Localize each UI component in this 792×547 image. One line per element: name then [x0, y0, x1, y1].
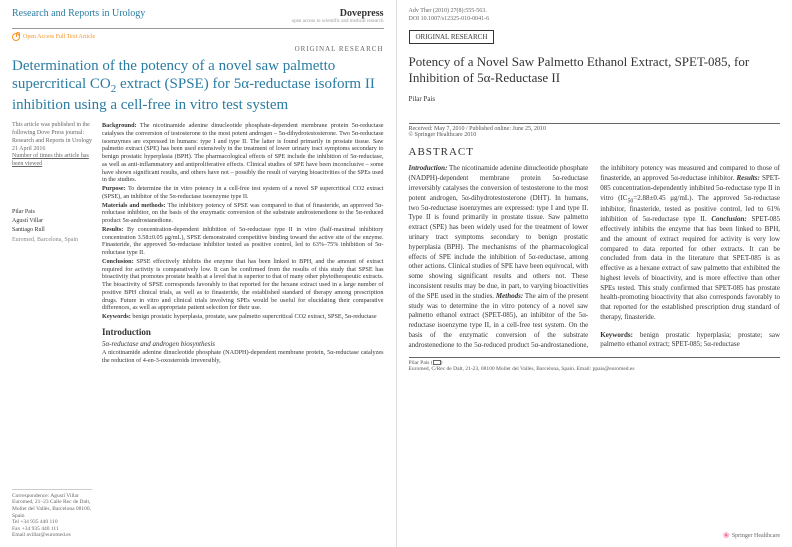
corr-lines: Euromed, 21–23 Calle Rec de Dalt, Mollet…: [12, 499, 92, 539]
lock-open-icon: [12, 33, 20, 41]
pubinfo-l1: This article was published in the follow…: [12, 122, 92, 138]
pub-info: This article was published in the follow…: [12, 122, 92, 169]
footer-right: Pilar Pais () Euromed, C/Rec de Dalt, 21…: [409, 357, 781, 373]
abs-purpose: Purpose: To determine the in vitro poten…: [102, 185, 384, 201]
received-block: Received: May 7, 2010 / Published online…: [409, 123, 781, 138]
publisher-sub: open access to scientific and medical re…: [292, 19, 384, 24]
access-text: Open Access Full Text Article: [23, 34, 95, 40]
citation: Adv Ther (2010) 27(8):555-563.: [409, 8, 781, 16]
copyright-line: © Springer Healthcare 2010: [409, 132, 781, 138]
footer-name: Pilar Pais (): [409, 360, 781, 367]
left-page: Research and Reports in Urology Dovepres…: [0, 0, 397, 547]
authors: Pilar Pais Agustí Villar Santiago Rull E…: [12, 209, 92, 245]
doi: DOI 10.1007/s12325-010-0041-6: [409, 16, 781, 24]
left-sidebar: This article was published in the follow…: [12, 122, 92, 365]
abs-methods: Materials and methods: The inhibitory po…: [102, 202, 384, 225]
pubinfo-l4: Number of times this article has been vi…: [12, 153, 92, 169]
keywords-right: Keywords: benign prostatic hyperplasia; …: [600, 331, 780, 349]
publisher-block: Dovepress open access to scientific and …: [292, 8, 384, 24]
journal-header: Research and Reports in Urology Dovepres…: [12, 8, 384, 29]
pubinfo-l2: Research and Reports in Urology: [12, 138, 92, 146]
right-page: Adv Ther (2010) 27(8):555-563. DOI 10.10…: [397, 0, 792, 547]
intro-body: A nicotinamide adenine dinucleotide phos…: [102, 349, 384, 365]
correspondence: Correspondence: Agustí Villar Euromed, 2…: [12, 489, 92, 539]
journal-name: Research and Reports in Urology: [12, 8, 145, 19]
open-access-badge: Open Access Full Text Article: [12, 33, 95, 41]
publisher: Dovepress: [292, 8, 384, 19]
section-label-right: ORIGINAL RESEARCH: [409, 30, 495, 44]
article-title-right: Potency of a Novel Saw Palmetto Ethanol …: [409, 54, 781, 88]
author-2: Agustí Villar: [12, 218, 92, 226]
abs-keywords: Keywords: benign prostatic hyperplasia, …: [102, 313, 384, 321]
section-label: ORIGINAL RESEARCH: [12, 45, 384, 53]
footer-addr: Euromed, C/Rec de Dalt, 21-23, 08100 Mol…: [409, 366, 781, 373]
affiliation: Euromed, Barcelona, Spain: [12, 237, 92, 245]
abstract-text: Introduction: The nicotinamide adenine d…: [409, 164, 781, 348]
envelope-icon: [433, 360, 441, 365]
intro-heading: Introduction: [102, 327, 384, 338]
abs-results: Results: By concentration-dependent inhi…: [102, 226, 384, 257]
abstract-heading: ABSTRACT: [409, 146, 781, 158]
author-1: Pilar Pais: [12, 209, 92, 217]
intro-subheading: 5α-reductase and androgen biosynthesis: [102, 340, 384, 349]
author-3: Santiago Rull: [12, 227, 92, 235]
abstract-body: Background: The nicotinamide adenine din…: [102, 122, 384, 365]
article-title: Determination of the potency of a novel …: [12, 57, 384, 114]
left-columns: This article was published in the follow…: [12, 122, 384, 365]
abs-conclusion: Conclusion: SPSE effectively inhibits th…: [102, 258, 384, 312]
right-header: Adv Ther (2010) 27(8):555-563. DOI 10.10…: [409, 8, 781, 24]
springer-logo: 🌸 Springer Healthcare: [723, 532, 780, 539]
author-right: Pilar Pais: [409, 95, 781, 103]
abstract-columns: Introduction: The nicotinamide adenine d…: [409, 164, 781, 350]
abs-background: Background: The nicotinamide adenine din…: [102, 122, 384, 184]
corr-label: Correspondence: Agustí Villar: [12, 493, 92, 500]
